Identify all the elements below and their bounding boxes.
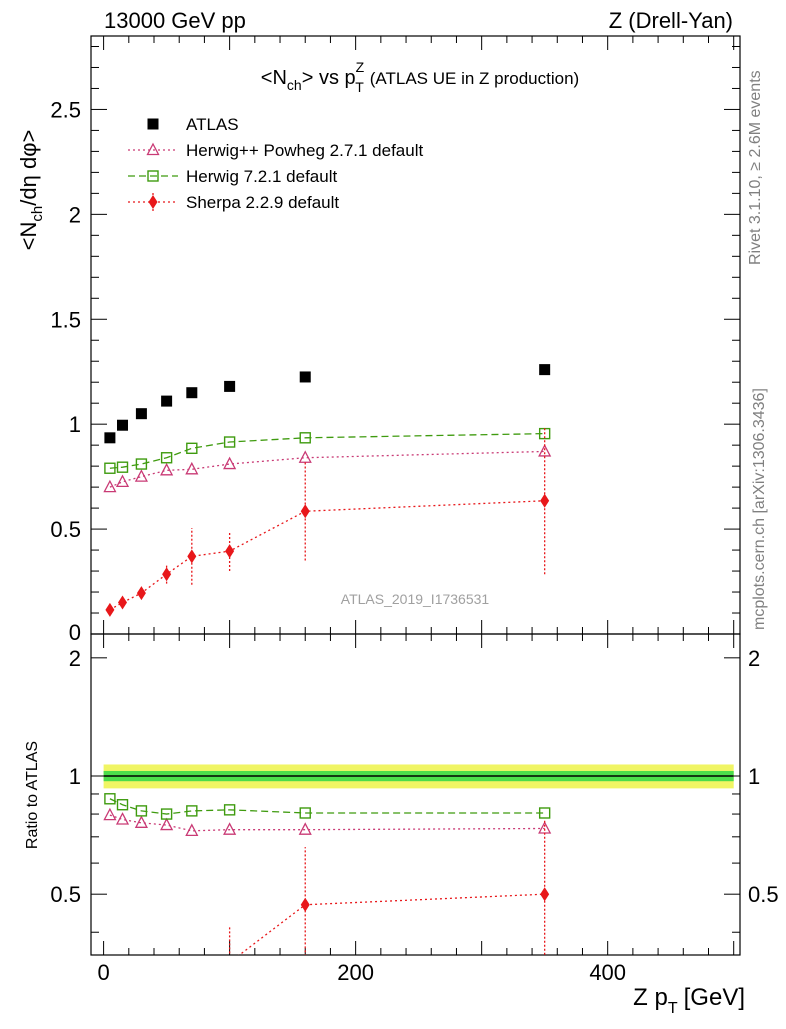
analysis-watermark: ATLAS_2019_I1736531: [341, 591, 490, 607]
legend-label-herwig-powheg-2-7-1-default: Herwig++ Powheg 2.7.1 default: [186, 141, 423, 160]
ratio-point: [103, 807, 117, 821]
data-point: [225, 544, 235, 559]
legend-label-herwig-7-2-1-default: Herwig 7.2.1 default: [186, 167, 337, 186]
ratio-point: [115, 812, 130, 825]
ratio-point: [298, 822, 312, 835]
data-point: [186, 442, 198, 455]
ratio-point: [538, 821, 552, 834]
y-tick-label: 2: [69, 202, 81, 227]
x-axis-label: Z pT [GeV]: [633, 984, 745, 1017]
data-point: [160, 462, 174, 476]
ratio-line: [109, 798, 545, 815]
ratio-point: [160, 817, 174, 831]
data-point: [538, 444, 552, 457]
x-tick-label: 200: [337, 960, 374, 985]
data-point: [300, 504, 310, 519]
ratio-point: [299, 807, 311, 819]
legend-label-atlas: ATLAS: [186, 115, 239, 134]
series-herwig-7-2-1-default: [104, 427, 551, 474]
ratio-panel-frame: [90, 633, 741, 956]
data-point: [117, 419, 129, 431]
ratio-point: [104, 793, 116, 805]
ratio-series-group: [103, 793, 552, 969]
ratio-point: [225, 955, 234, 969]
y-tick-label: 2.5: [50, 97, 81, 122]
x-tick-label: 400: [589, 960, 626, 985]
data-point: [135, 408, 147, 420]
series-atlas: [104, 364, 551, 444]
ratio-point: [186, 805, 198, 817]
y-tick-label: 1.5: [50, 307, 81, 332]
ratio-point: [185, 823, 199, 836]
data-point: [105, 602, 115, 617]
ratio-point: [223, 822, 237, 835]
ratio-y-tick-label-right: 0.5: [748, 882, 779, 907]
data-point: [103, 479, 117, 493]
ratio-series-herwig-powheg-2-7-1-default: [103, 807, 552, 836]
data-point: [298, 450, 312, 463]
legend-marker-herwig-powheg-2-7-1-default: [146, 142, 160, 156]
ratio-y-tick-label: 0.5: [50, 882, 81, 907]
y-tick-label: 1: [69, 412, 81, 437]
data-point: [187, 549, 197, 564]
data-point: [299, 371, 311, 383]
ratio-point: [540, 887, 550, 902]
data-point: [104, 462, 116, 474]
y-axis-label: <Nch/dη dφ>: [16, 130, 46, 251]
ratio-point: [160, 808, 173, 820]
rivet-label: Rivet 3.1.10, ≥ 2.6M events: [747, 70, 764, 265]
ratio-y-tick-label: 1: [69, 764, 81, 789]
ratio-y-tick-label: 2: [69, 646, 81, 671]
data-point: [186, 387, 198, 399]
ratio-point: [134, 815, 148, 828]
series-herwig-powheg-2-7-1-default: [103, 444, 552, 493]
mcplots-label: mcplots.cern.ch [arXiv:1306.3436]: [751, 388, 768, 630]
ratio-point: [223, 804, 236, 816]
ratio-line: [238, 893, 545, 955]
data-point: [539, 364, 551, 376]
data-point: [136, 586, 146, 601]
x-tick-label: 0: [97, 960, 109, 985]
ratio-series-sherpa-2-2-9-default: [225, 819, 550, 969]
series-line: [109, 450, 545, 488]
series-sherpa-2-2-9-default: [105, 427, 550, 617]
plot-title: <Nch> vs pZ T (ATLAS UE in Z production): [261, 59, 579, 95]
ratio-line: [109, 814, 545, 832]
data-point: [161, 395, 173, 407]
data-point: [223, 456, 237, 470]
ratio-point: [300, 897, 310, 912]
data-point: [162, 567, 172, 582]
legend-marker-herwig-7-2-1-default: [147, 170, 159, 182]
ratio-y-axis-label: Ratio to ATLAS: [24, 741, 41, 849]
data-point: [134, 469, 148, 482]
data-point: [118, 595, 128, 610]
data-point: [116, 461, 129, 473]
legend-marker-sherpa-2-2-9-default: [148, 195, 158, 209]
data-point: [540, 493, 550, 508]
data-point: [223, 436, 236, 448]
ratio-point: [116, 799, 129, 811]
ratio-y-tick-label-right: 2: [748, 646, 760, 671]
ratio-point: [538, 807, 551, 819]
legend-marker-atlas: [147, 118, 159, 130]
ratio-series-herwig-7-2-1-default: [104, 793, 551, 820]
series-line: [109, 432, 545, 469]
data-point: [299, 432, 311, 444]
data-point: [224, 380, 236, 392]
data-point: [185, 461, 199, 475]
header-left: 13000 GeV pp: [104, 8, 246, 33]
data-point: [160, 452, 173, 464]
ratio-y-tick-label-right: 1: [748, 764, 760, 789]
legend-label-sherpa-2-2-9-default: Sherpa 2.2.9 default: [186, 193, 339, 212]
y-tick-label: 0.5: [50, 517, 81, 542]
data-point: [115, 474, 130, 488]
data-point: [104, 432, 116, 444]
legend: ATLAS Herwig++ Powheg 2.7.1 default Herwig…: [128, 115, 423, 212]
data-point: [135, 458, 148, 470]
ratio-point: [135, 805, 148, 817]
header-right: Z (Drell-Yan): [609, 8, 733, 33]
y-tick-label-zero: 0: [69, 620, 81, 645]
